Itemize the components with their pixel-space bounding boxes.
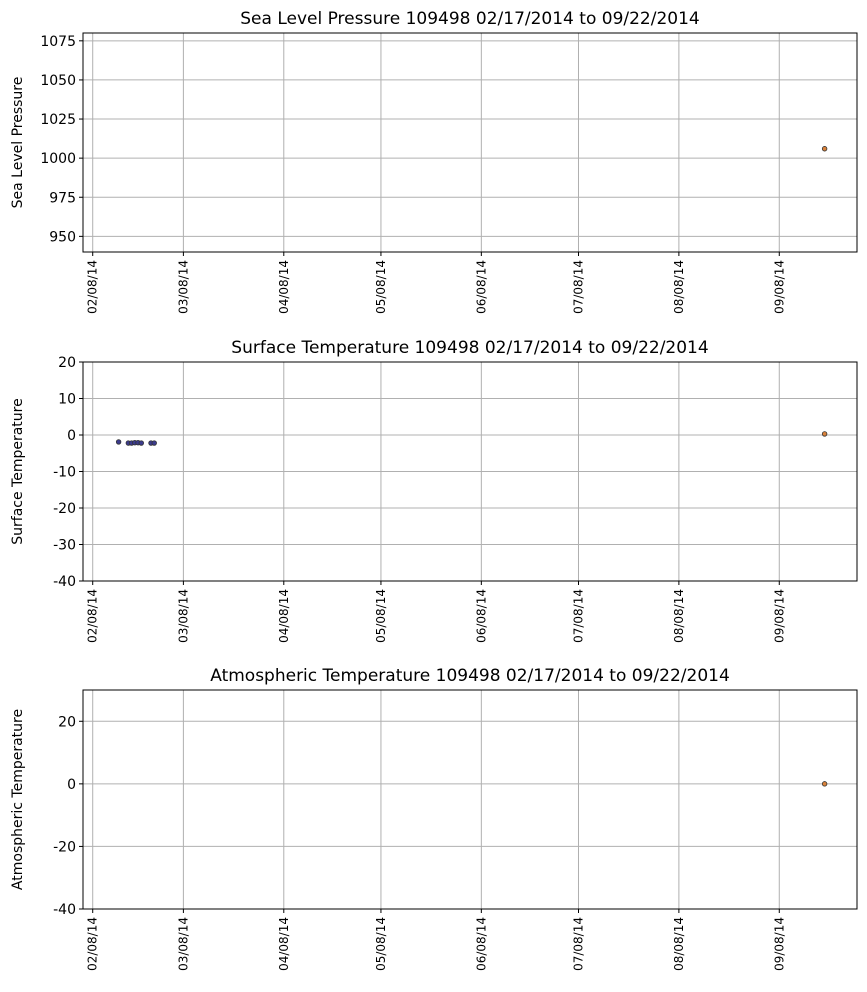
point <box>115 439 122 445</box>
y-tick-label: 0 <box>67 428 76 444</box>
y-tick-label: 1075 <box>40 34 76 50</box>
y-tick-label: -30 <box>53 538 76 554</box>
chart-title: Atmospheric Temperature 109498 02/17/201… <box>210 666 730 686</box>
x-tick-label: 08/08/14 <box>672 917 686 971</box>
y-tick-label: 20 <box>58 355 76 371</box>
x-tick-label: 03/08/14 <box>176 917 190 971</box>
point <box>821 431 828 437</box>
y-tick-label: 1025 <box>40 112 76 128</box>
y-tick-label: 20 <box>58 714 76 730</box>
y-tick-label: 975 <box>49 190 76 206</box>
y-tick-label: -10 <box>53 465 76 481</box>
x-tick-label: 08/08/14 <box>672 589 686 643</box>
y-tick-label: 1000 <box>40 151 76 167</box>
y-tick-label: 0 <box>67 777 76 793</box>
x-tick-label: 03/08/14 <box>176 589 190 643</box>
chart-title: Surface Temperature 109498 02/17/2014 to… <box>231 338 708 358</box>
x-tick-label: 06/08/14 <box>474 260 488 314</box>
plot-frame <box>82 689 858 910</box>
x-tick-label: 09/08/14 <box>772 589 786 643</box>
x-tick-label: 06/08/14 <box>474 589 488 643</box>
x-tick-label: 09/08/14 <box>772 917 786 971</box>
x-tick-label: 05/08/14 <box>374 917 388 971</box>
plot-frame <box>82 32 858 253</box>
x-tick-label: 02/08/14 <box>86 917 100 971</box>
point <box>821 146 828 152</box>
x-tick-label: 04/08/14 <box>277 917 291 971</box>
x-tick-label: 07/08/14 <box>571 260 585 314</box>
point <box>151 440 157 446</box>
x-tick-label: 07/08/14 <box>571 917 585 971</box>
point <box>821 781 828 787</box>
plot-frame <box>82 361 858 582</box>
y-axis-label: Atmospheric Temperature <box>10 709 26 890</box>
x-tick-label: 09/08/14 <box>772 260 786 314</box>
y-tick-label: 950 <box>49 229 76 245</box>
y-tick-label: -40 <box>53 902 76 918</box>
chart-title: Sea Level Pressure 109498 02/17/2014 to … <box>240 9 699 29</box>
x-tick-label: 08/08/14 <box>672 260 686 314</box>
point <box>138 440 144 446</box>
x-tick-label: 07/08/14 <box>571 589 585 643</box>
x-tick-label: 02/08/14 <box>86 260 100 314</box>
y-tick-label: 1050 <box>40 73 76 89</box>
y-tick-label: -40 <box>53 574 76 590</box>
y-axis-label: Sea Level Pressure <box>10 77 26 209</box>
x-tick-label: 04/08/14 <box>277 260 291 314</box>
x-tick-label: 06/08/14 <box>474 917 488 971</box>
y-tick-label: 10 <box>58 392 76 408</box>
x-tick-label: 02/08/14 <box>86 589 100 643</box>
y-axis-label: Surface Temperature <box>10 398 26 544</box>
y-tick-label: -20 <box>53 839 76 855</box>
x-tick-label: 05/08/14 <box>374 260 388 314</box>
x-tick-label: 03/08/14 <box>176 260 190 314</box>
x-tick-label: 05/08/14 <box>374 589 388 643</box>
x-tick-label: 04/08/14 <box>277 589 291 643</box>
y-tick-label: -20 <box>53 501 76 517</box>
